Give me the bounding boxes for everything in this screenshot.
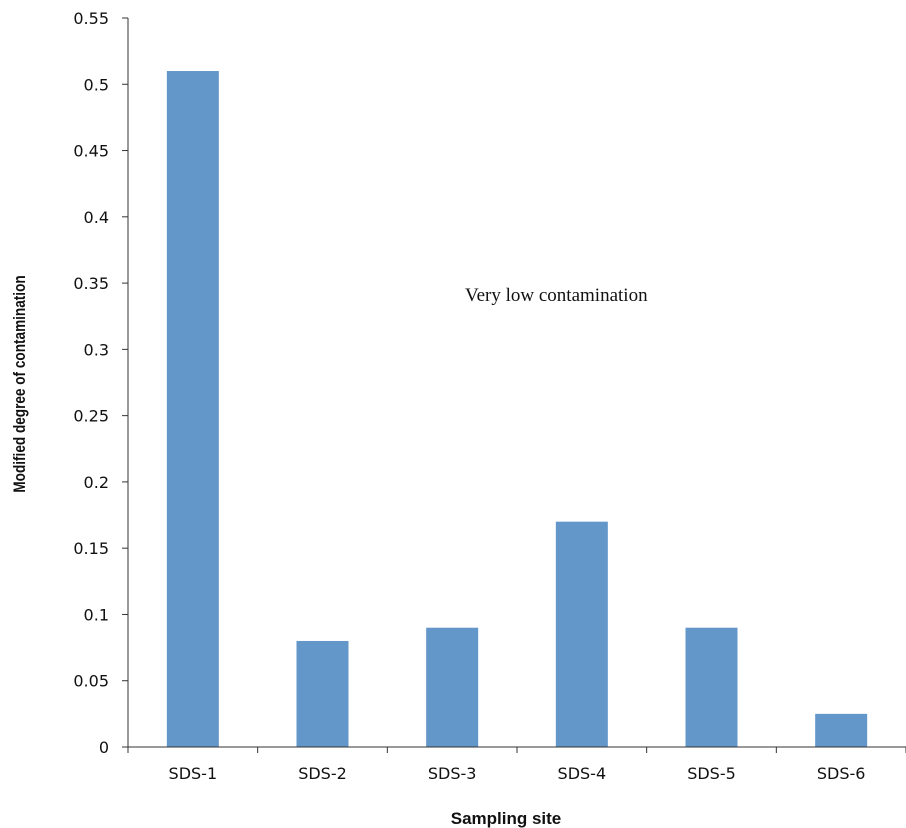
y-tick-label: 0.1 bbox=[84, 605, 109, 624]
y-tick-label: 0.3 bbox=[84, 340, 109, 359]
x-ticks: SDS-1 SDS-2 SDS-3 SDS-4 SDS-5 SDS-6 bbox=[127, 747, 906, 783]
axes-layer bbox=[127, 18, 906, 748]
x-axis-title: Sampling site bbox=[451, 809, 562, 828]
x-tick-label: SDS-1 bbox=[169, 764, 218, 783]
annotation-label: Very low contamination bbox=[465, 285, 648, 306]
y-tick-label: 0.05 bbox=[73, 672, 109, 691]
bar-sds-2 bbox=[296, 640, 349, 747]
y-tick-label: 0.15 bbox=[73, 539, 109, 558]
x-tick-label: SDS-3 bbox=[428, 764, 477, 783]
y-tick-label: 0.2 bbox=[84, 473, 109, 492]
y-tick-label: 0.5 bbox=[84, 75, 109, 94]
bar-sds-4 bbox=[555, 521, 608, 747]
bar-sds-1 bbox=[166, 71, 219, 747]
bar-sds-6 bbox=[815, 713, 868, 747]
x-tick-label: SDS-6 bbox=[817, 764, 866, 783]
x-tick-label: SDS-4 bbox=[558, 764, 607, 783]
x-tick-label: SDS-5 bbox=[687, 764, 736, 783]
y-tick-label: 0 bbox=[99, 738, 109, 757]
y-tick-label: 0.25 bbox=[73, 407, 109, 426]
bar-sds-5 bbox=[685, 627, 738, 747]
bar-sds-3 bbox=[426, 627, 479, 747]
y-tick-label: 0.35 bbox=[73, 274, 109, 293]
y-tick-label: 0.45 bbox=[73, 142, 109, 161]
y-tick-label: 0.4 bbox=[84, 208, 109, 227]
x-tick-label: SDS-2 bbox=[298, 764, 347, 783]
y-axis-title: Modified degree of contamination bbox=[11, 275, 30, 492]
y-ticks: 0 0.05 0.1 0.15 0.2 0.25 0.3 0.35 0.4 0.45 0.5 0.55 bbox=[73, 9, 128, 757]
bars-layer bbox=[166, 71, 868, 747]
y-tick-label: 0.55 bbox=[73, 9, 109, 28]
